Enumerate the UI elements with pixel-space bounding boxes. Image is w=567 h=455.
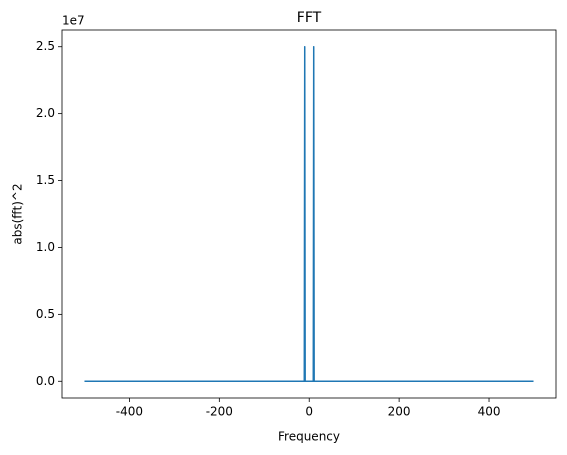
y-tick-label: 1.0	[36, 240, 55, 254]
x-tick-label: -200	[206, 405, 233, 419]
x-tick-label: 400	[478, 405, 501, 419]
y-tick-label: 1.5	[36, 173, 55, 187]
y-tick-label: 2.0	[36, 106, 55, 120]
y-tick-label: 0.0	[36, 374, 55, 388]
x-axis-label: Frequency	[278, 430, 340, 444]
chart-title: FFT	[297, 10, 322, 26]
y-tick-label: 0.5	[36, 307, 55, 321]
data-line	[84, 45, 534, 383]
plot-frame	[61, 29, 557, 399]
x-tick-label: -400	[116, 405, 143, 419]
y-tick-label: 2.5	[36, 39, 55, 53]
y-offset-label: 1e7	[62, 14, 85, 28]
x-tick-label: 200	[388, 405, 411, 419]
y-axis-label: abs(fft)^2	[11, 183, 25, 244]
x-tick-label: 0	[305, 405, 313, 419]
